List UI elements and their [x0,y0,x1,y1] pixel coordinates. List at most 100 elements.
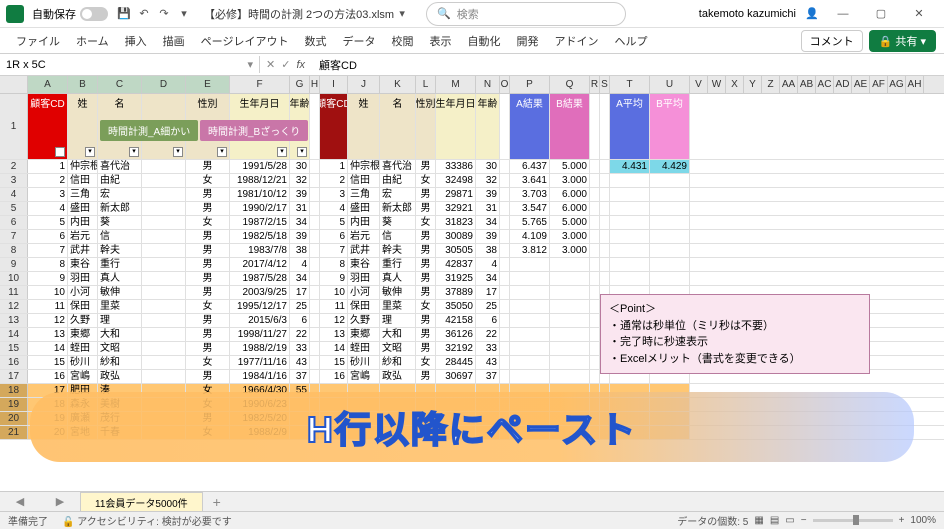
row-header[interactable]: 3 [0,174,28,187]
row-header[interactable]: 5 [0,202,28,215]
ribbon-tab[interactable]: アドイン [546,29,606,53]
cell[interactable]: 6 [28,230,68,243]
cell[interactable] [600,244,610,257]
column-header[interactable]: T [610,76,650,93]
cell[interactable]: 16 [28,370,68,383]
row-header[interactable]: 11 [0,286,28,299]
cell[interactable] [310,286,320,299]
cell[interactable]: 37889 [436,286,476,299]
cell[interactable]: 文昭 [380,342,416,355]
cell[interactable] [310,174,320,187]
cell[interactable]: 34 [476,272,500,285]
cell[interactable] [550,356,590,369]
cell[interactable]: 蛭田 [348,342,380,355]
filter-dropdown-icon[interactable]: ▾ [217,147,227,157]
cell[interactable]: 30089 [436,230,476,243]
column-header[interactable]: F [230,76,290,93]
cell[interactable]: 6.000 [550,188,590,201]
column-header[interactable]: X [726,76,744,93]
row-header[interactable]: 9 [0,258,28,271]
column-header[interactable]: B [68,76,98,93]
ribbon-tab[interactable]: 描画 [155,29,193,53]
column-header[interactable]: AE [852,76,870,93]
qat-dropdown-icon[interactable]: ▾ [176,6,192,22]
column-header[interactable]: P [510,76,550,93]
row-header[interactable]: 10 [0,272,28,285]
cell[interactable]: 小河 [68,286,98,299]
cell[interactable] [550,342,590,355]
cell[interactable] [650,230,690,243]
cell[interactable] [500,356,510,369]
ribbon-tab[interactable]: ファイル [8,29,68,53]
cell[interactable]: 新太郎 [380,202,416,215]
cell[interactable]: 1998/11/27 [230,328,290,341]
cell[interactable]: 重行 [380,258,416,271]
column-header[interactable]: K [380,76,416,93]
cell[interactable]: 信 [380,230,416,243]
cell[interactable]: 6.437 [510,160,550,173]
cell[interactable]: 男 [186,188,230,201]
cell[interactable]: 1990/2/17 [230,202,290,215]
cell[interactable]: 8 [320,258,348,271]
cell[interactable] [590,356,600,369]
cell[interactable]: 仲宗根 [348,160,380,173]
ribbon-tab[interactable]: 自動化 [459,29,508,53]
cell[interactable]: 敏伸 [380,286,416,299]
cell[interactable]: 36126 [436,328,476,341]
cell[interactable] [590,216,600,229]
cell[interactable] [310,300,320,313]
add-sheet-button[interactable]: + [213,494,221,510]
row-header[interactable]: 2 [0,160,28,173]
cell[interactable]: 蛭田 [68,342,98,355]
cell[interactable] [142,174,186,187]
column-header[interactable]: Z [762,76,780,93]
column-header[interactable]: AB [798,76,816,93]
cell[interactable] [142,300,186,313]
cell[interactable]: 女 [186,216,230,229]
cell[interactable] [590,230,600,243]
cell[interactable]: 5 [28,216,68,229]
cell[interactable] [142,160,186,173]
cell[interactable] [590,188,600,201]
cell[interactable]: 真人 [98,272,142,285]
cell[interactable]: 32 [290,174,310,187]
cell[interactable]: 里菜 [98,300,142,313]
cell[interactable] [310,356,320,369]
cell[interactable]: 理 [98,314,142,327]
header-cell[interactable]: 名 [380,94,416,159]
row-header[interactable]: 16 [0,356,28,369]
cell[interactable] [590,258,600,271]
cell[interactable]: 重行 [98,258,142,271]
cell[interactable] [142,370,186,383]
cell[interactable] [550,300,590,313]
cell[interactable] [142,258,186,271]
header-cell[interactable]: 姓▾ [68,94,98,159]
cell[interactable]: 34 [290,216,310,229]
cell[interactable] [310,342,320,355]
cell[interactable]: 4.429 [650,160,690,173]
cell[interactable]: 14 [320,342,348,355]
cell[interactable]: 12 [28,314,68,327]
cell[interactable]: 東谷 [348,258,380,271]
cell[interactable] [600,216,610,229]
cell[interactable] [550,286,590,299]
cell[interactable]: 2017/4/12 [230,258,290,271]
row-header[interactable]: 19 [0,398,28,411]
cell[interactable] [142,188,186,201]
cell[interactable]: 宮嶋 [68,370,98,383]
zoom-value[interactable]: 100% [910,515,936,526]
cell[interactable]: 男 [186,160,230,173]
cell[interactable]: 37 [476,370,500,383]
cell[interactable] [142,314,186,327]
cell[interactable]: 30697 [436,370,476,383]
cell[interactable]: 43 [476,356,500,369]
select-all-corner[interactable] [0,76,28,93]
cell[interactable] [142,272,186,285]
column-header[interactable]: L [416,76,436,93]
cell[interactable]: 6.000 [550,202,590,215]
cell[interactable]: 1987/5/28 [230,272,290,285]
cell[interactable] [310,216,320,229]
cell[interactable] [590,328,600,341]
cell[interactable]: 文昭 [98,342,142,355]
user-name[interactable]: takemoto kazumichi [699,8,796,20]
